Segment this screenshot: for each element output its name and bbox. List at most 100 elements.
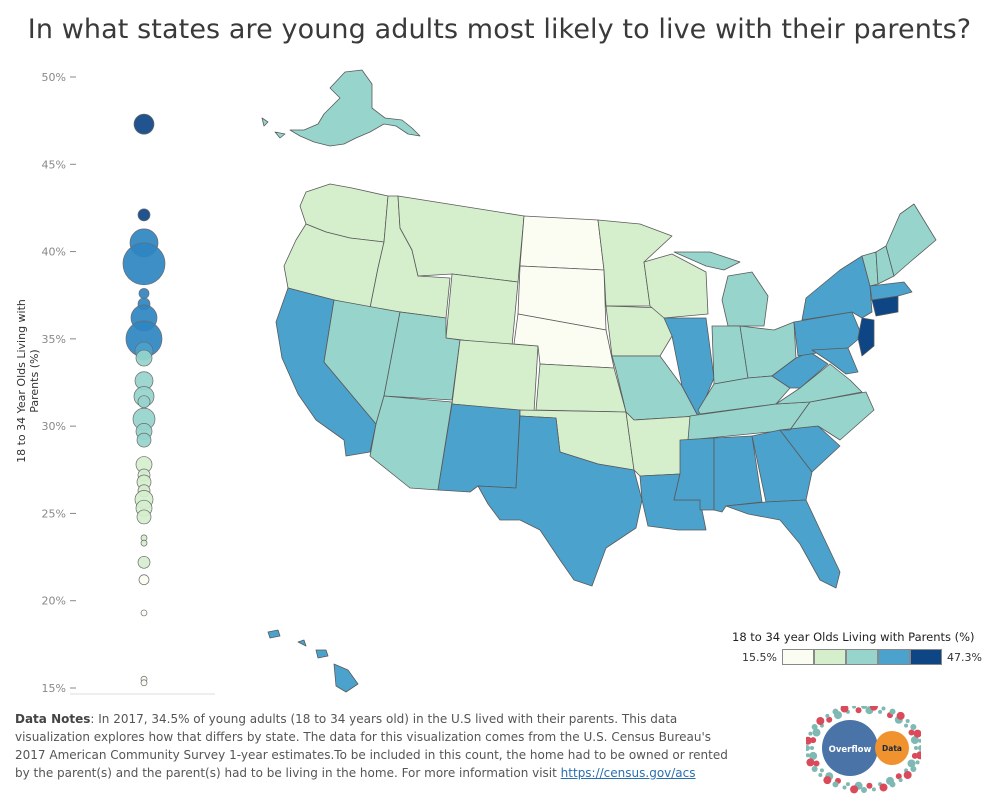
y-axis-label: 18 to 34 Year Olds Living with Parents (… (15, 299, 41, 463)
logo-dot (845, 782, 850, 787)
state-massachusetts (869, 281, 913, 301)
logo-dot (825, 713, 830, 718)
state-georgia (751, 429, 813, 503)
y-axis-ticks: 50% 45% 40% 35% 30% 25% 20% 15% (42, 71, 76, 695)
logo-overflow-text: Overflow (829, 745, 872, 755)
bubble-point (140, 539, 148, 547)
logo-dot (878, 709, 883, 714)
y-tick-label: 45% (42, 158, 66, 171)
bubble-point (140, 679, 148, 687)
legend-swatch-4 (878, 649, 910, 665)
bubble-point (135, 349, 153, 367)
logo-dot (811, 724, 818, 730)
y-tick-label: 20% (42, 595, 66, 608)
notes-text: : In 2017, 34.5% of young adults (18 to … (15, 712, 728, 780)
legend-max: 47.3% (947, 651, 982, 664)
state-north-dakota (519, 215, 605, 271)
logo-dots (806, 706, 921, 794)
logo-dot (889, 708, 896, 715)
state-colorado (451, 339, 539, 413)
logo-dot (871, 787, 876, 792)
bubbles (122, 113, 166, 687)
logo-dot (810, 746, 814, 750)
logo-dot (861, 787, 867, 793)
logo-dot (852, 706, 857, 709)
legend-swatch-1 (782, 649, 814, 665)
census-link[interactable]: https://census.gov/acs (560, 766, 696, 780)
logo-dot (806, 745, 810, 751)
bubble-point (136, 509, 152, 525)
logo-dot (895, 773, 902, 780)
bubble-point (136, 432, 152, 448)
logo-dot (806, 736, 812, 745)
state-arizona (369, 395, 453, 491)
state-montana (397, 195, 525, 283)
logo-dot (842, 785, 847, 790)
page-title: In what states are young adults most lik… (27, 14, 972, 45)
logo-dot (898, 778, 903, 783)
bubble-point (133, 113, 155, 135)
state-alaska (289, 69, 421, 147)
state-new-mexico (437, 403, 521, 493)
state-wisconsin (643, 253, 709, 319)
logo-dot (910, 766, 917, 772)
logo-dot (866, 782, 873, 789)
logo-dot (889, 781, 896, 788)
state-mississippi (673, 437, 715, 511)
legend-swatch-3 (846, 649, 878, 665)
state-maine (885, 203, 937, 277)
logo-dot (826, 716, 833, 723)
logo-dot (850, 785, 859, 794)
logo-dot (918, 738, 921, 743)
logo-dot (915, 760, 920, 765)
logo-dot (861, 706, 867, 709)
logo-dot (806, 758, 815, 767)
state-kansas (535, 363, 627, 413)
y-tick-label: 40% (42, 246, 66, 259)
logo-dot (818, 772, 823, 777)
bubble-point (138, 574, 150, 586)
logo-dot (916, 751, 921, 760)
logo-dot (879, 783, 888, 792)
logo-dot (904, 723, 909, 728)
logo-dot (908, 729, 915, 736)
state-florida (725, 499, 841, 589)
y-tick-label: 15% (42, 682, 66, 695)
logo-data-text: Data (882, 744, 902, 753)
logo-dot (811, 766, 818, 772)
logo-dot (869, 706, 878, 711)
logo-dot (819, 768, 824, 773)
us-states-map (261, 69, 937, 693)
state-michigan (673, 251, 769, 327)
logo-dot (918, 745, 921, 751)
state-wyoming (445, 273, 519, 347)
bubble-point (137, 555, 151, 569)
bubble-point (138, 288, 150, 299)
data-notes: Data Notes: In 2017, 34.5% of young adul… (15, 710, 735, 782)
state-texas (477, 415, 643, 587)
y-tick-label: 35% (42, 333, 66, 346)
logo-dot (832, 708, 839, 715)
bubble-point (122, 242, 166, 286)
logo-overflow-circle (822, 720, 878, 776)
legend-title: 18 to 34 year Olds Living with Parents (… (732, 630, 975, 644)
legend-min: 15.5% (742, 651, 777, 664)
state-new-jersey (857, 317, 875, 357)
y-tick-label: 30% (42, 420, 66, 433)
logo-dot (907, 759, 916, 768)
bubble-point (140, 609, 148, 617)
logo-dot (903, 770, 912, 779)
bubble-point (137, 208, 151, 222)
logo-dot (910, 736, 919, 745)
color-legend: 18 to 34 year Olds Living with Parents (… (732, 630, 982, 665)
bubble-point (137, 395, 151, 409)
bubble-axis-chart: 50% 45% 40% 35% 30% 25% 20% 15% (42, 71, 215, 695)
state-hawaii (267, 629, 359, 693)
state-maryland (811, 347, 859, 375)
logo-dot (855, 707, 862, 714)
logo-dot (813, 760, 820, 767)
legend-swatch-5 (910, 649, 942, 665)
logo-dot (914, 746, 918, 750)
y-tick-label: 25% (42, 507, 66, 520)
state-alaska-islands (261, 117, 286, 139)
